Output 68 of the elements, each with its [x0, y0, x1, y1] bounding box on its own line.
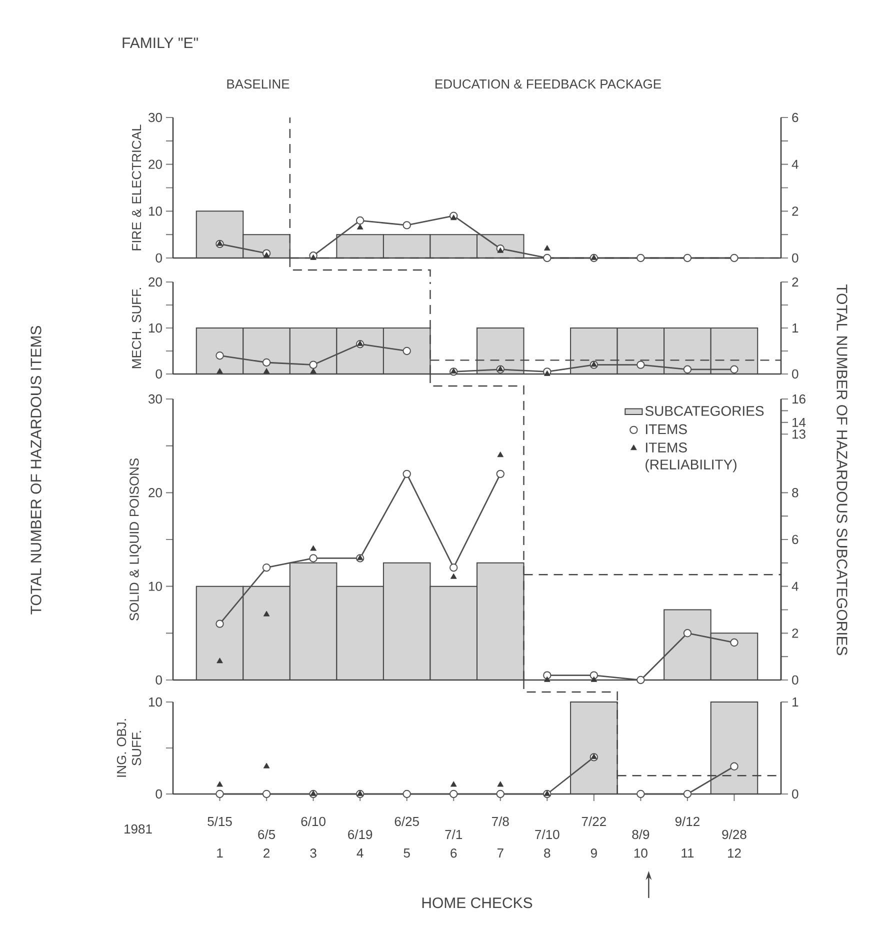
- y2-tick-label: 6: [792, 534, 798, 544]
- x-tick-label: 12: [728, 848, 741, 858]
- legend-label: ITEMS (RELIABILITY): [646, 442, 736, 472]
- x-tick-label: 9: [590, 848, 597, 858]
- y-axis-title: ING. OBJ. SUFF.: [116, 719, 142, 777]
- y-tick-label: 10: [148, 323, 162, 333]
- y2-tick-label: 1: [792, 698, 798, 706]
- y2-tick-label: 4: [792, 160, 798, 169]
- x-tick-label: 2: [264, 848, 270, 858]
- y-axis-title: FIRE & ELECTRICAL: [132, 124, 142, 250]
- y-axis-title: SOLID & LIQUID POISONS: [130, 458, 142, 621]
- text: TOTAL NUMBER OF HAZARDOUS SUBCATEGORIES: [836, 284, 848, 656]
- y-tick-label: 0: [156, 369, 162, 379]
- y-tick-label: 10: [148, 582, 162, 591]
- x-tick-label: 6: [450, 848, 457, 858]
- x-axis-title: HOME CHECKS: [422, 898, 532, 908]
- x-tick-label: 10: [634, 848, 648, 858]
- text: 9/12: [675, 816, 700, 826]
- x-tick-label: 3: [310, 848, 316, 858]
- y-tick-label: 0: [156, 675, 162, 685]
- text: EDUCATION & FEEDBACK PACKAGE: [436, 79, 661, 89]
- y2-tick-label: 1: [792, 324, 798, 332]
- y-tick-label: 0: [156, 789, 162, 799]
- text: 7/22: [582, 816, 606, 826]
- x-tick-label: 1: [217, 848, 223, 858]
- text: 9/28: [722, 830, 746, 840]
- y2-tick-label: 0: [792, 253, 798, 263]
- y2-tick-label: 0: [792, 369, 798, 379]
- text: 6/10: [301, 816, 326, 826]
- text: 8/9: [632, 830, 650, 840]
- y2-tick-label: 0: [792, 675, 798, 685]
- y-tick-label: 30: [148, 394, 162, 404]
- text: 6/25: [394, 816, 419, 826]
- text: 7/8: [492, 816, 509, 826]
- y-tick-label: 0: [156, 253, 162, 263]
- x-tick-label: 7: [497, 848, 504, 858]
- y3-tick-label: 14: [792, 418, 806, 427]
- y3-tick-label: 13: [792, 430, 806, 439]
- x-tick-label: 11: [682, 848, 694, 858]
- text: 7/1: [445, 830, 462, 840]
- y2-tick-label: 4: [792, 582, 798, 591]
- text: TOTAL NUMBER OF HAZARDOUS ITEMS: [30, 326, 42, 614]
- y2-tick-label: 2: [792, 277, 798, 287]
- x-tick-label: 8: [544, 848, 550, 858]
- legend-label: SUBCATEGORIES: [645, 406, 764, 416]
- text: 1981: [124, 824, 152, 834]
- y-tick-label: 10: [148, 697, 162, 707]
- x-tick-label: 5: [404, 848, 410, 858]
- text: 6/19: [348, 830, 372, 840]
- legend-label: ITEMS: [646, 424, 687, 434]
- y2-tick-label: 0: [792, 789, 798, 799]
- y2-tick-label: 2: [792, 628, 798, 638]
- y2-tick-label: 2: [792, 206, 798, 216]
- y-tick-label: 30: [148, 112, 162, 122]
- y-tick-label: 20: [148, 277, 162, 287]
- chart-title: FAMILY "E": [122, 38, 198, 48]
- y2-tick-label: 6: [792, 112, 798, 122]
- text: 7/10: [535, 830, 560, 840]
- y-tick-label: 20: [148, 160, 162, 169]
- y-tick-label: 20: [148, 488, 162, 498]
- y2-tick-label: 8: [792, 488, 798, 498]
- text: 5/15: [208, 816, 232, 826]
- y3-tick-label: 16: [792, 394, 806, 404]
- text: 6/5: [258, 830, 276, 840]
- text: BASELINE: [227, 79, 290, 89]
- x-tick-label: 4: [356, 848, 364, 858]
- y-tick-label: 10: [148, 206, 162, 216]
- y-axis-title: MECH. SUFF.: [132, 288, 142, 368]
